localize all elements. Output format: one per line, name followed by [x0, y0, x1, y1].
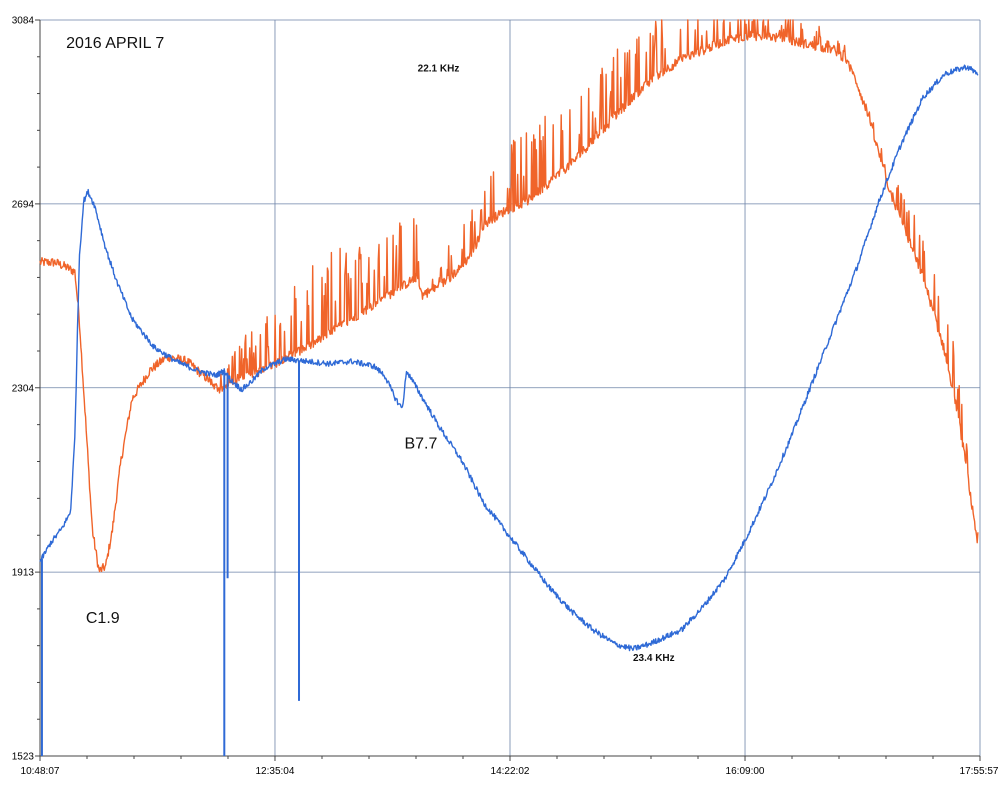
- chart-annotation: C1.9: [86, 610, 120, 627]
- chart-annotation: 23.4 KHz: [633, 653, 675, 664]
- chart-annotation: 2016 APRIL 7: [66, 35, 164, 52]
- y-tick-label: 1523: [12, 752, 35, 763]
- chart-annotation: B7.7: [404, 436, 437, 453]
- chart-annotation: 22.1 KHz: [418, 63, 460, 74]
- x-tick-label: 17:55:57: [960, 766, 999, 777]
- x-tick-label: 16:09:00: [726, 766, 765, 777]
- y-tick-label: 3084: [12, 16, 35, 27]
- tick-labels: 1523 1913 2304 2694 3084 10:48:07 12:35:04 14:2…: [12, 16, 999, 778]
- axes: [35, 19, 981, 761]
- series-layer: [39, 19, 979, 756]
- y-tick-label: 2694: [12, 199, 35, 210]
- y-tick-label: 1913: [12, 568, 35, 579]
- series-line-2: [39, 64, 979, 652]
- y-tick-label: 2304: [12, 383, 35, 394]
- x-tick-label: 10:48:07: [21, 766, 60, 777]
- annotations: 2016 APRIL 7 22.1 KHz B7.7 C1.9 23.4 KHz: [66, 35, 675, 664]
- x-tick-label: 12:35:04: [256, 766, 295, 777]
- x-tick-label: 14:22:02: [491, 766, 530, 777]
